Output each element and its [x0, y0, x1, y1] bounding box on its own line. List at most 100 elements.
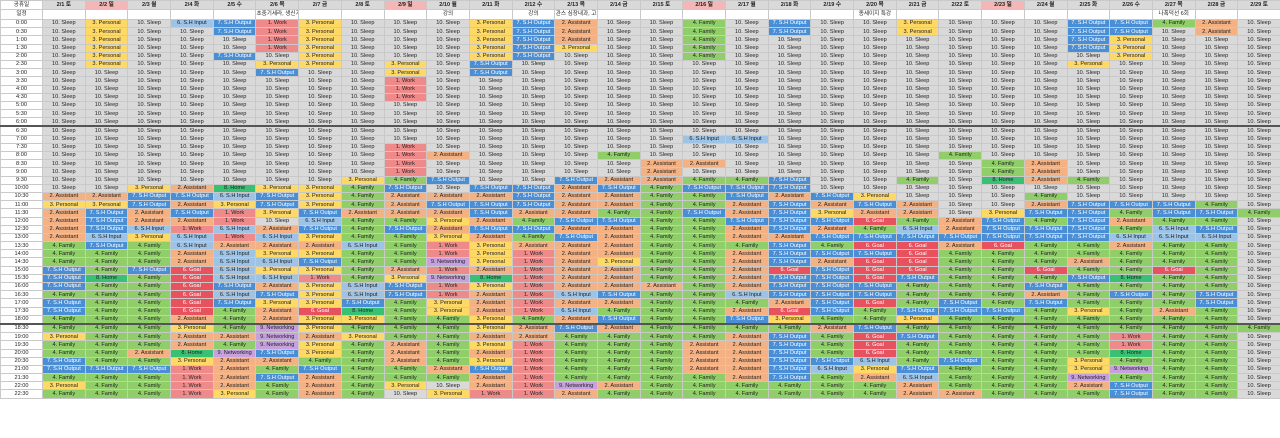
schedule-cell[interactable]: 4. Family: [981, 348, 1025, 358]
schedule-cell[interactable]: 4. Family: [938, 364, 983, 375]
schedule-cell[interactable]: 10. Sleep: [255, 150, 300, 161]
schedule-cell[interactable]: 10. Sleep: [255, 125, 300, 136]
schedule-cell[interactable]: 10. Sleep: [554, 100, 598, 111]
schedule-cell[interactable]: 2. Assistant: [596, 381, 641, 391]
schedule-cell[interactable]: 7. S.H Output: [511, 27, 556, 37]
schedule-cell[interactable]: 2. Assistant: [255, 314, 300, 325]
schedule-cell[interactable]: 4. Family: [340, 224, 385, 234]
schedule-cell[interactable]: 4. Family: [554, 348, 598, 358]
schedule-cell[interactable]: 10. Sleep: [1237, 68, 1280, 78]
schedule-cell[interactable]: 10. Sleep: [1109, 76, 1153, 86]
schedule-cell[interactable]: 10. Sleep: [554, 92, 598, 102]
day-header[interactable]: 2/23 일: [981, 0, 1025, 10]
schedule-cell[interactable]: 10. Sleep: [42, 100, 86, 111]
schedule-cell[interactable]: 10. Sleep: [1237, 224, 1280, 234]
schedule-cell[interactable]: 10. Sleep: [84, 183, 129, 193]
schedule-cell[interactable]: 2. Assistant: [895, 381, 940, 391]
schedule-cell[interactable]: 3. Personal: [298, 232, 342, 243]
schedule-cell[interactable]: 2. Assistant: [383, 200, 428, 210]
schedule-cell[interactable]: 10. Sleep: [84, 76, 129, 86]
schedule-cell[interactable]: 10. Sleep: [383, 43, 428, 53]
schedule-cell[interactable]: 4. Family: [682, 200, 726, 210]
schedule-cell[interactable]: 4. Family: [340, 183, 385, 193]
schedule-cell[interactable]: 7. S.H Output: [42, 281, 86, 292]
schedule-cell[interactable]: 10. Sleep: [1194, 109, 1239, 119]
schedule-cell[interactable]: 4. Family: [1194, 389, 1239, 399]
schedule-cell[interactable]: 7. S.H Output: [853, 290, 897, 300]
schedule-cell[interactable]: 2. Assistant: [1023, 290, 1068, 300]
schedule-cell[interactable]: 10. Sleep: [1194, 35, 1239, 45]
schedule-cell[interactable]: 4. Family: [639, 200, 684, 210]
day-header[interactable]: 2/1 토: [42, 0, 86, 10]
schedule-cell[interactable]: 1. Work: [255, 35, 300, 45]
schedule-cell[interactable]: 10. Sleep: [810, 27, 855, 37]
schedule-cell[interactable]: 2. Assistant: [468, 332, 513, 342]
schedule-cell[interactable]: 10. Sleep: [1023, 68, 1068, 78]
schedule-cell[interactable]: 10. Sleep: [1237, 381, 1280, 391]
schedule-cell[interactable]: 6. S.H Input: [212, 249, 257, 259]
schedule-cell[interactable]: 4. Family: [1109, 224, 1153, 234]
schedule-cell[interactable]: 4. Family: [596, 389, 641, 399]
schedule-cell[interactable]: 10. Sleep: [255, 142, 300, 153]
schedule-cell[interactable]: 10. Sleep: [255, 92, 300, 102]
schedule-cell[interactable]: 10. Sleep: [1151, 76, 1196, 86]
schedule-cell[interactable]: 4. Family: [639, 314, 684, 325]
schedule-cell[interactable]: 10. Sleep: [1066, 68, 1111, 78]
schedule-cell[interactable]: 10. Sleep: [1023, 142, 1068, 153]
schedule-cell[interactable]: 3. Personal: [383, 273, 428, 284]
schedule-cell[interactable]: 10. Sleep: [1066, 76, 1111, 86]
schedule-cell[interactable]: 3. Personal: [468, 35, 513, 45]
schedule-cell[interactable]: 7. S.H Output: [596, 290, 641, 300]
schedule-cell[interactable]: 4. Family: [84, 348, 129, 358]
schedule-cell[interactable]: 10. Sleep: [682, 167, 726, 177]
day-note[interactable]: [596, 9, 641, 20]
schedule-cell[interactable]: 10. Sleep: [511, 125, 556, 136]
schedule-cell[interactable]: 10. Sleep: [127, 125, 172, 136]
schedule-cell[interactable]: 2. Assistant: [298, 332, 342, 342]
schedule-cell[interactable]: 10. Sleep: [554, 68, 598, 78]
schedule-cell[interactable]: 7. S.H Output: [1066, 208, 1111, 218]
schedule-cell[interactable]: 10. Sleep: [1066, 84, 1111, 94]
schedule-cell[interactable]: 10. Sleep: [1237, 273, 1280, 284]
schedule-cell[interactable]: 4. Family: [938, 332, 983, 342]
schedule-cell[interactable]: 4. Family: [981, 332, 1025, 342]
schedule-cell[interactable]: 10. Sleep: [682, 109, 726, 119]
schedule-cell[interactable]: 10. Sleep: [212, 84, 257, 94]
schedule-cell[interactable]: 10. Sleep: [767, 109, 812, 119]
schedule-cell[interactable]: 4. Family: [1194, 249, 1239, 259]
day-note[interactable]: [1237, 9, 1280, 20]
schedule-cell[interactable]: 2. Assistant: [170, 257, 214, 267]
schedule-cell[interactable]: 4. Family: [1109, 306, 1153, 316]
schedule-cell[interactable]: 7. S.H Output: [767, 224, 812, 234]
schedule-cell[interactable]: 10. Sleep: [1237, 232, 1280, 243]
schedule-cell[interactable]: 4. Family: [596, 373, 641, 383]
schedule-cell[interactable]: 4. Family: [938, 381, 983, 391]
schedule-cell[interactable]: 10. Sleep: [426, 117, 470, 127]
schedule-cell[interactable]: 6. S.H Input: [340, 241, 385, 251]
schedule-cell[interactable]: 2. Assistant: [42, 191, 86, 202]
day-note[interactable]: [298, 9, 342, 20]
schedule-cell[interactable]: 7. S.H Output: [1023, 281, 1068, 292]
schedule-cell[interactable]: 10. Sleep: [1023, 109, 1068, 119]
schedule-cell[interactable]: 10. Sleep: [810, 76, 855, 86]
schedule-cell[interactable]: 10. Sleep: [340, 84, 385, 94]
schedule-cell[interactable]: 2. Assistant: [511, 241, 556, 251]
schedule-cell[interactable]: 10. Sleep: [981, 142, 1025, 153]
schedule-cell[interactable]: 10. Sleep: [127, 134, 172, 144]
schedule-cell[interactable]: 10. Sleep: [725, 43, 769, 53]
schedule-cell[interactable]: 4. Family: [895, 281, 940, 292]
schedule-cell[interactable]: 4. Family: [1023, 322, 1068, 334]
schedule-cell[interactable]: 8. Home: [212, 183, 257, 193]
schedule-cell[interactable]: 4. Family: [981, 159, 1025, 169]
day-note[interactable]: 종세이지 특강: [853, 9, 897, 20]
schedule-cell[interactable]: 2. Assistant: [511, 322, 556, 334]
schedule-cell[interactable]: 6. Goal: [298, 306, 342, 316]
schedule-cell[interactable]: 10. Sleep: [1194, 159, 1239, 169]
schedule-cell[interactable]: 2. Assistant: [511, 208, 556, 218]
schedule-cell[interactable]: 10. Sleep: [127, 35, 172, 45]
schedule-cell[interactable]: 6. Goal: [981, 241, 1025, 251]
schedule-cell[interactable]: 2. Assistant: [554, 35, 598, 45]
schedule-cell[interactable]: 2. Assistant: [298, 241, 342, 251]
schedule-cell[interactable]: 10. Sleep: [1151, 159, 1196, 169]
schedule-cell[interactable]: 10. Sleep: [895, 100, 940, 111]
